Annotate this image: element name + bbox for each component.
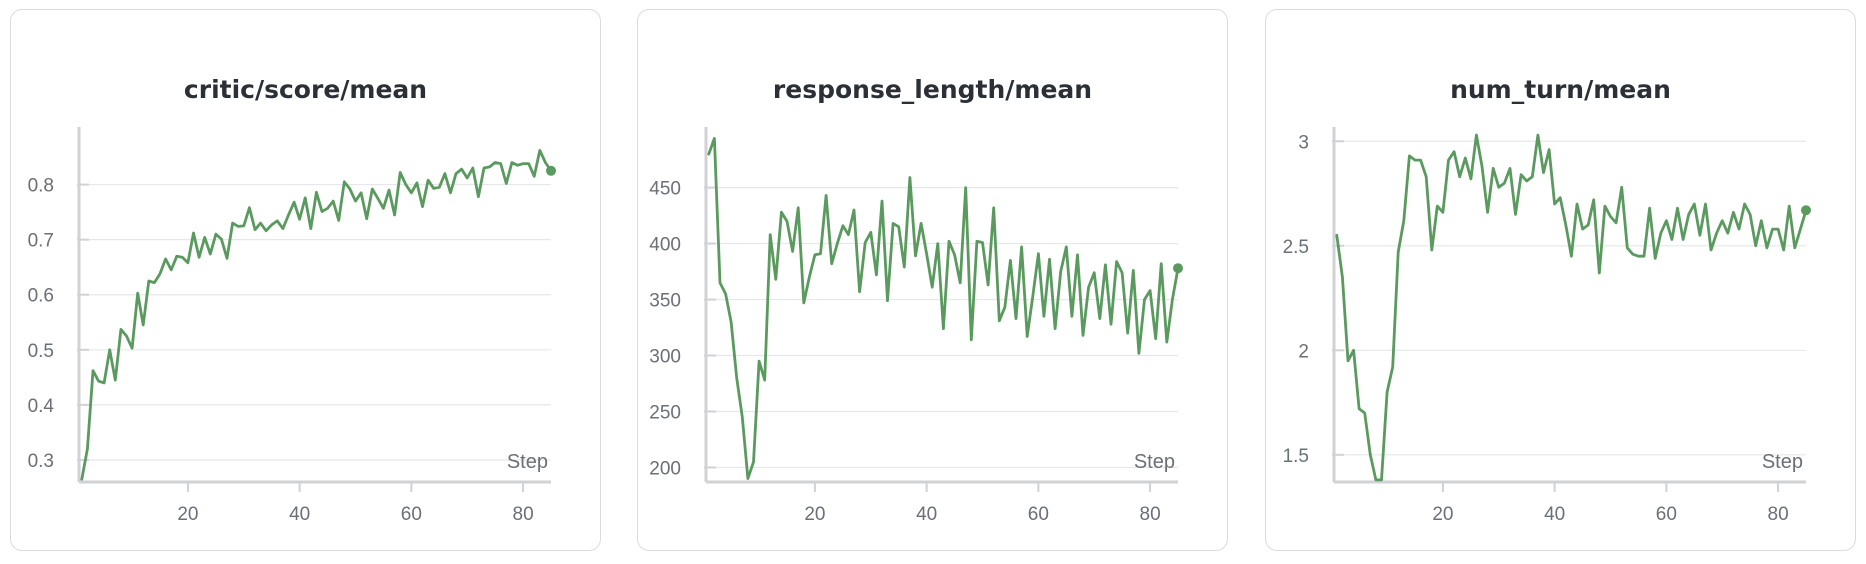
- x-axis-label: Step: [507, 451, 548, 473]
- x-tick-label: 80: [513, 504, 534, 525]
- y-tick-label: 0.5: [28, 341, 54, 362]
- y-tick-label: 450: [649, 179, 681, 200]
- y-tick-label: 0.7: [28, 231, 54, 252]
- x-tick-label: 80: [1140, 504, 1161, 525]
- chart-title: critic/score/mean: [183, 75, 428, 104]
- chart-svg: 200 250 300 350 400 450 20 40 60 80 Step: [649, 127, 1183, 525]
- chart-panel-response-length: response_length/mean 200 250 300 350 400 450 2…: [637, 9, 1228, 551]
- x-tick-label: 20: [1432, 504, 1453, 525]
- x-tick-label: 80: [1768, 504, 1789, 525]
- last-point-marker: [1173, 263, 1183, 274]
- chart-title: response_length/mean: [772, 75, 1093, 104]
- chart-panel-num-turn: num_turn/mean 1.5 2 2.5 3 20 40 60 80 Step: [1265, 9, 1856, 551]
- y-tick-label: 200: [649, 458, 681, 479]
- series-line: [1335, 133, 1808, 482]
- y-tick-label: 3: [1298, 132, 1309, 153]
- x-tick-label: 20: [804, 504, 825, 525]
- y-tick-label: 400: [649, 235, 681, 256]
- x-tick-label: 40: [916, 504, 937, 525]
- y-tick-label: 0.8: [28, 176, 54, 197]
- x-tick-label: 40: [1544, 504, 1565, 525]
- x-tick-label: 20: [177, 504, 198, 525]
- y-tick-label: 350: [649, 291, 681, 312]
- last-point-marker: [1801, 205, 1811, 216]
- y-tick-label: 250: [649, 402, 681, 423]
- chart-svg: 0.3 0.4 0.5 0.6 0.7 0.8 20 40 60 80 Step: [28, 127, 556, 525]
- y-tick-label: 2: [1298, 341, 1309, 362]
- x-axis-label: Step: [1762, 451, 1803, 473]
- chart-panel-critic-score: critic/score/mean 0.3 0.4 0.5 0.6 0.7 0.8 20 40…: [10, 9, 601, 551]
- chart-svg: 1.5 2 2.5 3 20 40 60 80 Step: [1283, 127, 1811, 525]
- x-tick-label: 60: [1656, 504, 1677, 525]
- y-tick-label: 300: [649, 347, 681, 368]
- series-line: [80, 148, 553, 481]
- x-tick-label: 60: [1028, 504, 1049, 525]
- last-point-marker: [546, 165, 556, 176]
- x-axis-label: Step: [1134, 451, 1175, 473]
- x-tick-label: 40: [289, 504, 310, 525]
- x-tick-label: 60: [401, 504, 422, 525]
- y-tick-label: 0.3: [28, 451, 54, 472]
- y-tick-label: 1.5: [1283, 446, 1309, 467]
- y-tick-label: 0.6: [28, 286, 54, 307]
- chart-title: num_turn/mean: [1450, 75, 1671, 104]
- y-tick-label: 0.4: [28, 396, 55, 417]
- y-tick-label: 2.5: [1283, 237, 1309, 258]
- series-line: [707, 136, 1180, 481]
